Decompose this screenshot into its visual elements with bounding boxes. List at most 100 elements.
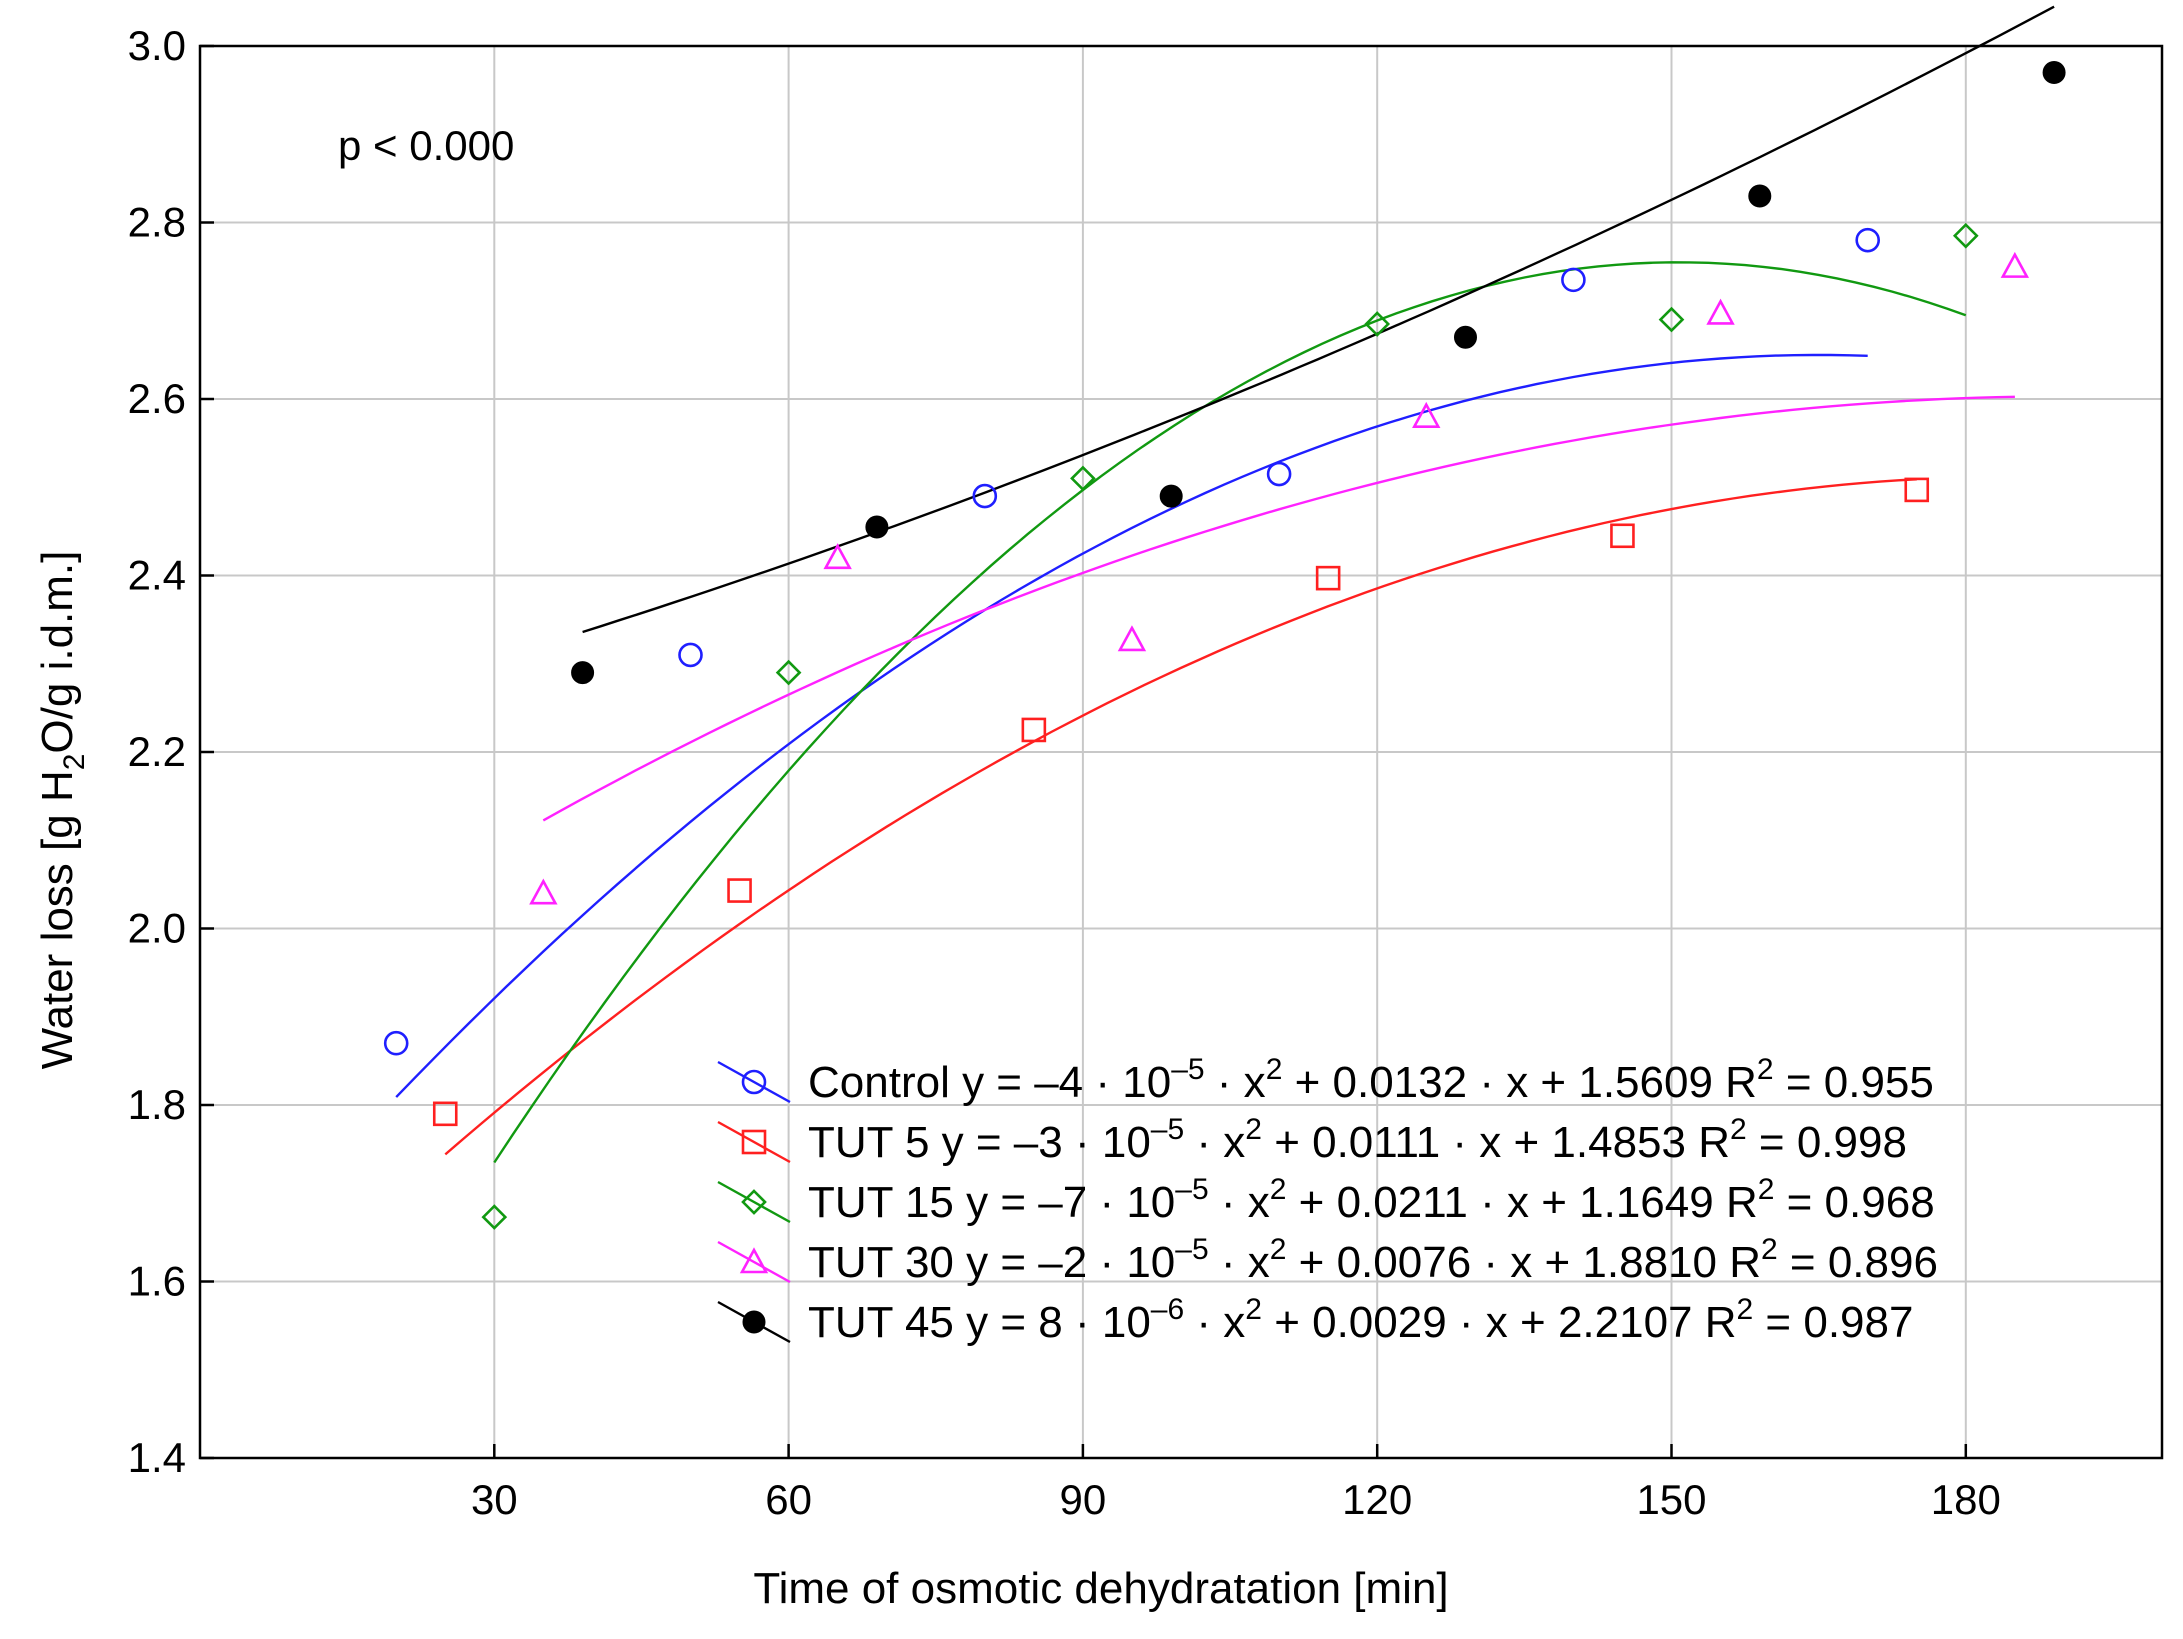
legend-label-tut-15: TUT 15 y = –7 · 10–5 · x 2 + 0.0211 · x +… <box>808 1173 1935 1227</box>
legend-line-tut-5 <box>717 1120 791 1164</box>
legend-eq-pre: y = –3 · 10 <box>929 1118 1150 1167</box>
legend-eq-exp: –5 <box>1175 1173 1208 1206</box>
point-tut-30 <box>823 543 852 570</box>
point-control <box>1855 227 1880 253</box>
legend-item-tut-15: TUT 15 y = –7 · 10–5 · x 2 + 0.0211 · x +… <box>717 1173 1935 1227</box>
legend-eq-exp: –5 <box>1151 1113 1184 1146</box>
point-tut-15 <box>1070 465 1096 492</box>
legend-marker-tut-15 <box>741 1189 767 1215</box>
grid <box>200 46 2162 1458</box>
legend-eq-post: + 0.0111 · x + 1.4853 R <box>1262 1118 1730 1167</box>
point-tut-5 <box>727 878 752 903</box>
legend-eq-pre: y = –7 · 10 <box>954 1178 1175 1227</box>
point-tut-30 <box>2000 251 2030 278</box>
y-tick-label: 2.4 <box>128 552 186 599</box>
legend-eq-exp2: 2 <box>1270 1233 1287 1266</box>
point-tut-30 <box>1412 401 1441 428</box>
legend-line-tut-30 <box>717 1240 791 1284</box>
legend-eq-exp: –6 <box>1151 1293 1184 1326</box>
legend-eq-post: + 0.0076 · x + 1.8810 R <box>1286 1238 1761 1287</box>
fit-curve-tut-45 <box>582 5 2055 634</box>
point-tut-45 <box>2042 60 2066 84</box>
legend-item-tut-45: TUT 45 y = 8 · 10–6 · x2 + 0.0029 · x + … <box>717 1293 1913 1347</box>
point-tut-15 <box>1364 311 1391 337</box>
legend-eq-pre: y = 8 · 10 <box>954 1298 1151 1347</box>
legend-line-tut-15 <box>717 1180 791 1224</box>
legend-label-control: Control y = –4 · 10–5 · x2 + 0.0132 · x … <box>808 1053 1934 1107</box>
legend-eq-exp: –5 <box>1171 1053 1204 1086</box>
legend-name: TUT 45 <box>808 1298 954 1347</box>
fit-curve-control <box>395 353 1868 1098</box>
legend-eq-pre: y = –4 · 10 <box>950 1058 1171 1107</box>
x-tick-label: 120 <box>1342 1476 1412 1523</box>
legend-eq-exp: –5 <box>1175 1233 1208 1266</box>
legend-eq-mid: · x <box>1184 1298 1245 1347</box>
point-tut-45 <box>1453 325 1477 349</box>
y-tick-label: 2.2 <box>128 728 186 775</box>
y-tick-label: 1.6 <box>128 1258 186 1305</box>
legend-eq-mid: · x <box>1209 1178 1270 1227</box>
fit-curves <box>395 5 2055 1164</box>
x-axis-label: Time of osmotic dehydratation [min] <box>753 1564 1448 1613</box>
data-points <box>383 60 2066 1230</box>
legend-eq-exp2: 2 <box>1266 1053 1283 1086</box>
x-tick-label: 90 <box>1060 1476 1107 1523</box>
point-tut-5 <box>1904 477 1930 503</box>
point-control <box>383 1030 409 1056</box>
legend-eq-pre: y = –2 · 10 <box>954 1238 1175 1287</box>
fit-curve-tut-15 <box>493 261 1967 1164</box>
legend-r2-val: = 0.955 <box>1774 1058 1934 1107</box>
point-tut-30 <box>1117 625 1147 652</box>
y-tick-label: 2.0 <box>128 905 186 952</box>
x-tick-label: 180 <box>1931 1476 2001 1523</box>
legend-eq-post: + 0.0029 · x + 2.2107 R <box>1262 1298 1737 1347</box>
x-tick-label: 60 <box>765 1476 812 1523</box>
point-tut-45 <box>865 515 889 539</box>
y-axis-label: Water loss [g H2O/g i.d.m.] <box>33 551 91 1070</box>
legend-label-tut-30: TUT 30 y = –2 · 10–5 · x2 + 0.0076 · x +… <box>808 1233 1938 1287</box>
fit-curve-tut-30 <box>542 395 2015 822</box>
legend-r2-val: = 0.896 <box>1778 1238 1938 1287</box>
p-value-annotation: p < 0.000 <box>338 122 514 169</box>
legend-name: TUT 5 <box>808 1118 929 1167</box>
legend-item-tut-5: TUT 5 y = –3 · 10–5 · x 2 + 0.0111 · x + … <box>717 1113 1907 1167</box>
legend-label-tut-5: TUT 5 y = –3 · 10–5 · x 2 + 0.0111 · x + … <box>808 1113 1907 1167</box>
legend-r2-exp: 2 <box>1761 1233 1778 1266</box>
point-tut-15 <box>481 1204 508 1230</box>
point-tut-5 <box>1610 523 1635 549</box>
legend-r2-exp: 2 <box>1730 1113 1747 1146</box>
legend-r2-val: = 0.987 <box>1753 1298 1913 1347</box>
point-control <box>678 642 703 668</box>
point-tut-45 <box>571 661 595 685</box>
x-tick-label: 30 <box>471 1476 518 1523</box>
legend-marker-control <box>741 1069 767 1095</box>
legend-r2-exp: 2 <box>1758 1173 1775 1206</box>
legend-name: TUT 15 <box>808 1178 954 1227</box>
y-tick-label: 2.6 <box>128 375 186 422</box>
y-tick-label: 1.4 <box>128 1434 186 1481</box>
x-tick-label: 150 <box>1636 1476 1706 1523</box>
point-tut-30 <box>1706 298 1735 325</box>
y-tick-label: 3.0 <box>128 22 186 69</box>
legend-eq-post: + 0.0211 · x + 1.1649 R <box>1286 1178 1757 1227</box>
point-tut-15 <box>1952 222 1979 249</box>
legend-r2-exp: 2 <box>1757 1053 1774 1086</box>
point-tut-5 <box>1021 717 1047 743</box>
legend-line-control <box>717 1060 791 1104</box>
ticks: 30 60 90 120 150 180 1.4 1.6 1.8 2.0 2.2 2.4 2.6 2.8 3… <box>128 22 2001 1523</box>
legend-r2-val: = 0.998 <box>1747 1118 1907 1167</box>
y-tick-label: 1.8 <box>128 1081 186 1128</box>
legend-eq-post: + 0.0132 · x + 1.5609 R <box>1282 1058 1757 1107</box>
point-tut-45 <box>1748 184 1772 208</box>
point-tut-15 <box>1658 306 1685 333</box>
legend-name: Control <box>808 1058 950 1107</box>
y-tick-label: 2.8 <box>128 199 186 246</box>
legend-name: TUT 30 <box>808 1238 954 1287</box>
point-tut-5 <box>432 1101 458 1127</box>
legend-item-control: Control y = –4 · 10–5 · x2 + 0.0132 · x … <box>717 1053 1934 1107</box>
legend-eq-exp2: 2 <box>1245 1293 1262 1326</box>
point-tut-15 <box>775 659 802 686</box>
legend-r2-exp: 2 <box>1737 1293 1754 1326</box>
legend-eq-mid: · x <box>1184 1118 1245 1167</box>
point-tut-45 <box>1159 484 1183 508</box>
